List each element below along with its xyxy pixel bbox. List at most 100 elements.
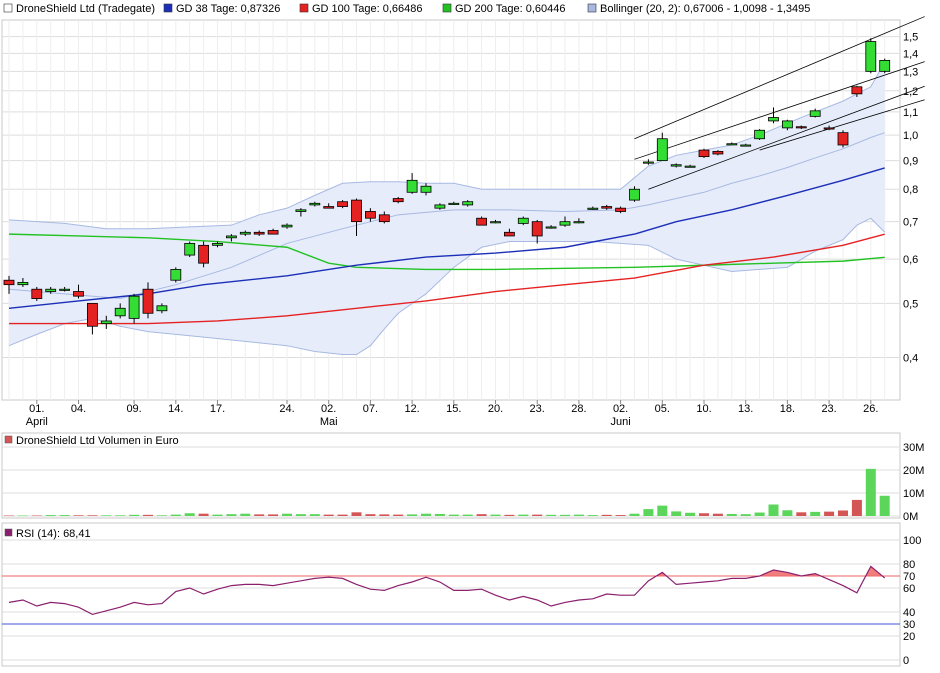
volume-bar [573,514,584,516]
candle-body [684,165,696,168]
candle-body [351,199,362,223]
candle-body [378,214,390,223]
rsi-line [8,565,886,616]
volume-bar [240,513,251,516]
volume-bar [323,514,334,516]
gd38-line [8,167,885,309]
candle-body [531,221,543,237]
price-y-tick: 0,4 [903,353,918,365]
volume-bar [156,515,167,516]
volume-bar [87,515,98,516]
x-tick-label: 23. [530,403,545,415]
volume-bar [254,514,265,516]
volume-bar [31,515,42,517]
rsi-y-tick: 60 [903,583,915,595]
x-tick-label: 15. [446,403,461,415]
volume-bar [115,515,126,516]
volume-bar [615,515,626,516]
candle-body [768,117,779,122]
candle-body [225,235,237,239]
volume-bar [699,513,709,516]
volume-bar [740,514,751,516]
price-panel: 1,5 1,4 1,3 1,2 1,1 1,0 0,9 0,8 0,7 0,6 0,5 0,4 01.… [1,3,925,428]
candle-body [726,143,738,146]
price-y-tick: 1,0 [903,130,918,142]
bollinger-middle-line [8,132,885,300]
volume-bar [282,513,292,516]
candle-body [476,217,488,226]
volume-bar [212,514,223,516]
volume-y-tick: 20M [903,465,924,477]
volume-y-tick: 10M [903,488,924,500]
legend-swatch [587,3,597,13]
x-tick-label: 04. [71,403,86,415]
volume-bar [643,509,654,516]
price-y-tick: 0,8 [903,184,918,196]
bollinger-lower-line [8,217,886,356]
x-tick-label: 09. [126,403,141,415]
price-y-tick: 1,2 [903,86,918,98]
trend-lines [634,16,925,190]
candle-body [656,138,668,162]
candle-body [545,226,557,229]
volume-bar [796,512,807,516]
candle-body [128,295,140,319]
x-tick-label: 28. [571,403,586,415]
volume-bar [865,468,876,516]
candle-body [323,206,335,209]
volume-bar [685,512,696,516]
candle-body [851,86,863,95]
x-tick-label: 20. [488,403,503,415]
price-y-tick: 0,6 [903,254,918,266]
legend-label: GD 100 Tage: 0,66486 [312,3,423,15]
rsi-y-tick: 80 [903,559,915,571]
candle-body [754,129,765,140]
candle-body [601,206,613,209]
candle-body [198,244,210,264]
candle-body [17,282,29,286]
candle-body [712,150,724,155]
candle-body [420,185,432,193]
volume-bar [671,511,682,516]
volume-bar [143,514,153,516]
volume-y-tick: 0M [903,511,918,523]
volume-bar [393,514,404,516]
candle-body [782,120,793,129]
volume-bar [421,513,431,516]
rsi-y-tick: 100 [903,535,921,547]
candle-body [879,60,891,72]
candle-body [281,224,293,228]
volume-bar [754,512,765,516]
candlesticks [3,38,891,335]
legend-label: Bollinger (20, 2): 0,67006 - 1,0098 - 1,… [600,3,810,15]
candle-body [337,201,349,207]
candle-body [462,201,474,206]
candle-body [212,243,223,246]
volume-bar [546,514,557,516]
candle-body [740,144,752,147]
trend-line [634,16,925,140]
legend-swatch [442,3,452,13]
volume-bar [295,514,306,516]
x-tick-label: 12. [404,403,419,415]
volume-bar [629,513,640,516]
candle-body [100,320,112,325]
candle-body [170,269,182,281]
volume-bar [782,510,793,516]
x-tick-label: 10. [696,403,711,415]
volume-bar [170,514,181,516]
volume-bar [268,514,279,516]
volume-bar [587,515,598,516]
volume-bar [448,514,459,516]
volume-bars [4,468,890,517]
trend-line [634,61,925,160]
volume-bar [129,514,140,516]
candle-body [698,149,710,158]
candle-body [434,204,446,209]
volume-bar [462,514,473,516]
rsi-y-tick: 40 [903,607,915,619]
candle-body [503,231,515,237]
rsi-grid [2,539,900,661]
candle-body [364,211,376,219]
candle-body [295,209,307,212]
